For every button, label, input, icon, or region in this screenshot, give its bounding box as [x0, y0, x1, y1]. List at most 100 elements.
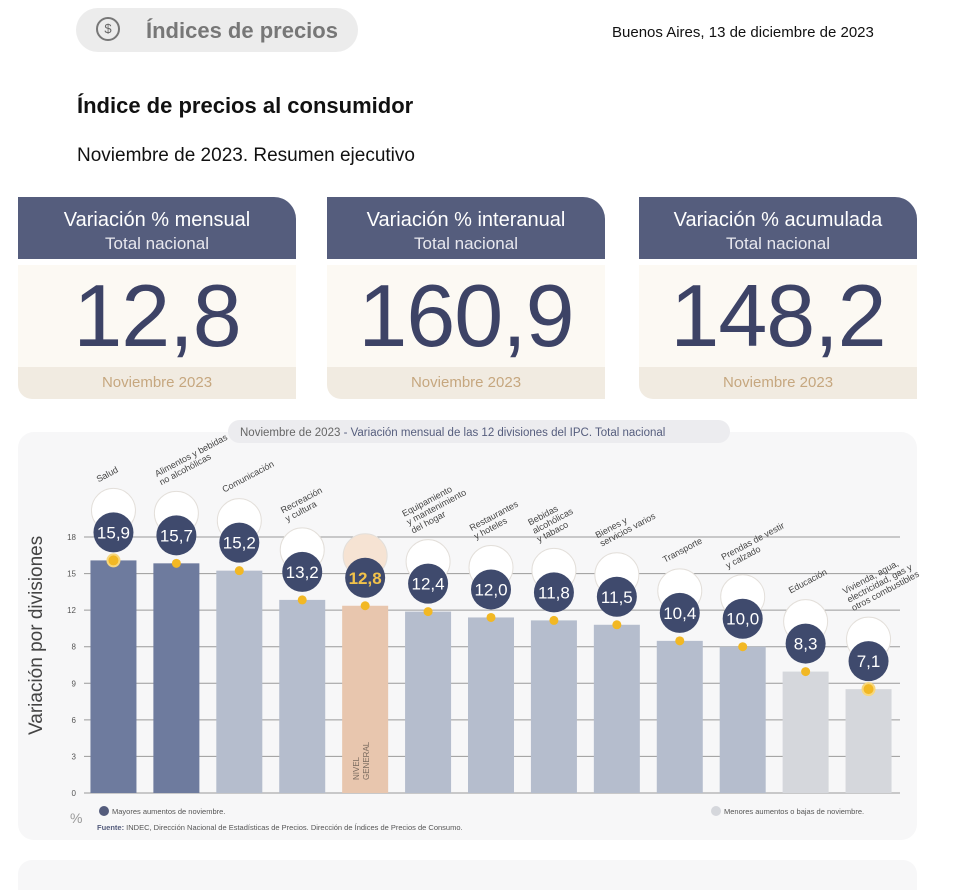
value-label: 12,4: [412, 575, 445, 594]
value-label: 12,8: [349, 569, 382, 588]
bar: [782, 671, 829, 793]
chart-title: Noviembre de 2023 - Variación mensual de…: [240, 427, 665, 439]
legend-swatch: [711, 806, 721, 816]
y-tick-label: 0: [72, 789, 77, 798]
kpi-title: Variación % acumulada: [673, 209, 883, 231]
value-badge: [345, 557, 386, 598]
value-dot: [423, 607, 433, 617]
kpi-card: Variación % interanual Total nacional 160…: [327, 197, 605, 399]
bar: [153, 563, 200, 793]
y-tick-label: 18: [67, 533, 76, 542]
kpi-card: Variación % mensual Total nacional 12,8 N…: [18, 197, 296, 399]
page-title: Índice de precios al consumidor: [77, 93, 414, 118]
value-dot: [234, 566, 244, 576]
category-label: GENERAL: [362, 741, 371, 780]
kpi-value: 12,8: [18, 265, 296, 367]
value-dot: [297, 595, 307, 605]
value-label: 10,4: [663, 604, 696, 623]
kpi-header: Variación % mensual Total nacional: [18, 197, 296, 259]
chart-title-date: Noviembre de 2023: [240, 427, 340, 439]
bar: [656, 640, 703, 793]
source: Fuente: INDEC, Dirección Nacional de Est…: [97, 823, 463, 832]
value-label: 11,8: [538, 583, 570, 602]
source-label: Fuente:: [97, 823, 124, 832]
kpi-value: 148,2: [639, 265, 917, 367]
value-dot: [106, 553, 121, 568]
value-badge: [533, 572, 574, 613]
y-tick-label: 3: [72, 752, 77, 761]
bar: [216, 570, 263, 793]
y-tick-label: 15: [67, 570, 76, 579]
bar: [845, 689, 892, 793]
value-badge: [722, 598, 763, 639]
value-label: 15,2: [223, 534, 256, 553]
kpi-subtitle: Total nacional: [726, 234, 830, 253]
value-label: 11,5: [601, 588, 633, 607]
kpi-period: Noviembre 2023: [639, 367, 917, 399]
legend-label: Mayores aumentos de noviembre.: [112, 807, 225, 816]
kpi-title: Variación % interanual: [366, 209, 566, 231]
bar: [90, 560, 137, 793]
value-dot: [360, 601, 370, 611]
kpi-header: Variación % acumulada Total nacional: [639, 197, 917, 259]
date: Buenos Aires, 13 de diciembre de 2023: [612, 24, 874, 41]
chart-panel: [18, 432, 917, 840]
kpi-title: Variación % mensual: [63, 209, 251, 231]
next-panel: [18, 860, 917, 890]
value-badge: [219, 522, 260, 563]
bar: [279, 599, 326, 793]
bar: [468, 617, 514, 793]
value-badge: [785, 623, 826, 664]
value-dot: [675, 636, 685, 646]
kpi-period: Noviembre 2023: [327, 367, 605, 399]
bar: [719, 646, 766, 793]
value-dot: [549, 615, 559, 625]
value-dot: [612, 620, 622, 630]
value-dot: [801, 667, 811, 677]
value-label: 15,7: [160, 526, 193, 545]
value-label: 15,9: [97, 523, 130, 542]
value-badge: [471, 569, 511, 610]
legend-label: Menores aumentos o bajas de noviembre.: [724, 807, 864, 816]
y-tick-label: 12: [67, 606, 76, 615]
bar: [530, 620, 577, 793]
badge-icon: $: [96, 17, 120, 41]
bar: [342, 605, 389, 793]
legend-swatch: [99, 806, 109, 816]
chart-title-text: - Variación mensual de las 12 divisiones…: [340, 427, 665, 439]
kpi-subtitle: Total nacional: [105, 234, 209, 253]
bar: [593, 624, 640, 793]
value-label: 7,1: [857, 652, 881, 671]
y-tick-label: 8: [72, 643, 77, 652]
value-badge: [408, 563, 449, 604]
value-badge: [156, 515, 197, 556]
value-badge: [659, 592, 700, 633]
y-tick-label: 6: [72, 716, 77, 725]
badge-text: Índices de precios: [146, 18, 338, 43]
value-dot: [486, 612, 496, 622]
value-badge: [93, 512, 134, 553]
y-unit: %: [70, 810, 82, 826]
value-dot: [171, 558, 181, 568]
chart-title-pill: [228, 420, 730, 443]
value-dot: [738, 642, 748, 652]
value-label: 13,2: [286, 563, 319, 582]
page-subtitle: Noviembre de 2023. Resumen ejecutivo: [77, 145, 415, 166]
value-badge: [848, 641, 889, 682]
source-text: INDEC, Dirección Nacional de Estadística…: [124, 823, 463, 832]
category-label: NIVEL: [352, 756, 361, 780]
bar: [405, 611, 452, 793]
value-label: 8,3: [794, 635, 818, 654]
kpi-card: Variación % acumulada Total nacional 148,…: [639, 197, 917, 399]
y-tick-label: 9: [72, 679, 77, 688]
value-badge: [596, 576, 637, 617]
value-badge: [282, 551, 323, 592]
y-axis-label: Variación por divisiones: [26, 536, 47, 735]
value-label: 10,0: [726, 610, 759, 629]
section-badge: $ Índices de precios: [76, 8, 358, 52]
kpi-header: Variación % interanual Total nacional: [327, 197, 605, 259]
kpi-period: Noviembre 2023: [18, 367, 296, 399]
kpi-value: 160,9: [327, 265, 605, 367]
